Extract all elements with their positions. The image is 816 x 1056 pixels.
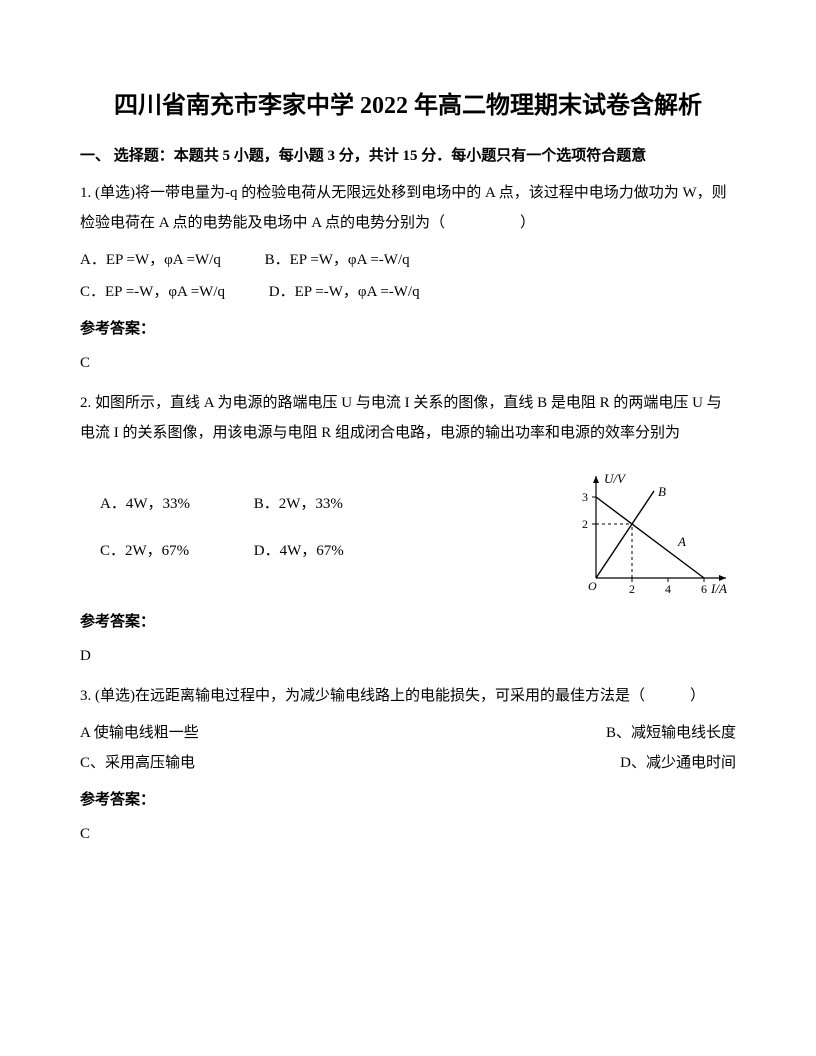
svg-text:4: 4 (665, 582, 671, 596)
q1-answer: C (80, 349, 736, 378)
q1-optA: A．EP =W，φA =W/q (80, 246, 221, 275)
svg-text:6: 6 (701, 582, 707, 596)
svg-text:O: O (588, 579, 597, 593)
q2-answer: D (80, 642, 736, 671)
svg-text:A: A (677, 534, 686, 549)
q1-answer-label: 参考答案： (80, 315, 736, 344)
q3-stem: 3. (单选)在远距离输电过程中，为减少输电线路上的电能损失，可采用的最佳方法是… (80, 681, 736, 711)
q1-optD: D．EP =-W，φA =-W/q (269, 278, 420, 307)
q2-optD: D．4W，67% (254, 537, 404, 566)
svg-text:3: 3 (582, 490, 588, 504)
q2-optB: B．2W，33% (254, 490, 404, 519)
q2-stem: 2. 如图所示，直线 A 为电源的路端电压 U 与电流 I 关系的图像，直线 B… (80, 388, 736, 448)
q2-optA: A．4W，33% (100, 490, 250, 519)
svg-text:2: 2 (629, 582, 635, 596)
q1-optC: C．EP =-W，φA =W/q (80, 278, 225, 307)
q3-optC: C、采用高压输电 (80, 749, 195, 778)
svg-text:I/A: I/A (710, 581, 727, 596)
q1-options-row1: A．EP =W，φA =W/q B．EP =W，φA =-W/q (80, 246, 736, 275)
svg-text:U/V: U/V (604, 471, 627, 486)
section-header: 一、 选择题：本题共 5 小题，每小题 3 分，共计 15 分．每小题只有一个选… (80, 144, 736, 168)
q3-answer: C (80, 820, 736, 849)
q2-optC: C．2W，67% (100, 537, 250, 566)
q2-answer-label: 参考答案： (80, 608, 736, 637)
svg-text:2: 2 (582, 517, 588, 531)
q1-stem: 1. (单选)将一带电量为-q 的检验电荷从无限远处移到电场中的 A 点，该过程… (80, 178, 736, 238)
q2-options: A．4W，33% B．2W，33% C．2W，67% D．4W，67% (80, 482, 566, 583)
q3-optD: D、减少通电时间 (620, 749, 736, 778)
q1-optB: B．EP =W，φA =-W/q (265, 246, 410, 275)
q2-options-chart-row: A．4W，33% B．2W，33% C．2W，67% D．4W，67% 2 4 … (80, 468, 736, 598)
q3-answer-label: 参考答案： (80, 786, 736, 815)
svg-text:B: B (658, 484, 666, 499)
q3-options: A 使输电线粗一些 B、减短输电线长度 C、采用高压输电 D、减少通电时间 (80, 719, 736, 778)
q1-options-row2: C．EP =-W，φA =W/q D．EP =-W，φA =-W/q (80, 278, 736, 307)
q3-optB: B、减短输电线长度 (606, 719, 736, 748)
q2-chart: 2 4 6 2 3 O U/V I/A A B (566, 468, 736, 598)
page-title: 四川省南充市李家中学 2022 年高二物理期末试卷含解析 (80, 90, 736, 124)
q3-optA: A 使输电线粗一些 (80, 719, 199, 748)
